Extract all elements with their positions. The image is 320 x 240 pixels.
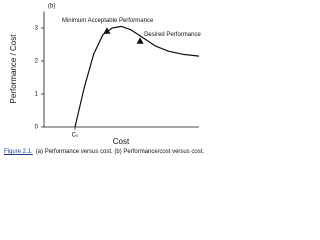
marker-triangle [103,27,111,34]
page: {"chart_data":{"type":"line","panel_labe… [0,0,225,168]
caption-text: (a) Performance versus cost. (b) Perform… [35,149,205,155]
y-axis-label: Performance / Cost [9,34,18,104]
marker-triangle [136,37,144,44]
curve [74,25,200,128]
y-tick-label: 1 [35,92,39,98]
x-tick-label: C₀ [72,133,79,139]
chart: (b) Performance / Cost Cost 0 1 2 3 C₀ Minimu… [9,4,201,146]
annotation: Desired Performance [144,32,201,38]
figure-number: Figure 2.1. [4,149,33,155]
panel-label: (b) [48,4,55,10]
y-tick-label: 0 [35,125,39,131]
y-tick-label: 2 [35,59,39,65]
y-tick-label: 3 [35,26,39,32]
caption: Figure 2.1. (a) Performance versus cost. … [4,149,204,155]
x-axis-label: Cost [113,137,130,146]
annotation: Minimum Acceptable Performance [62,18,154,24]
